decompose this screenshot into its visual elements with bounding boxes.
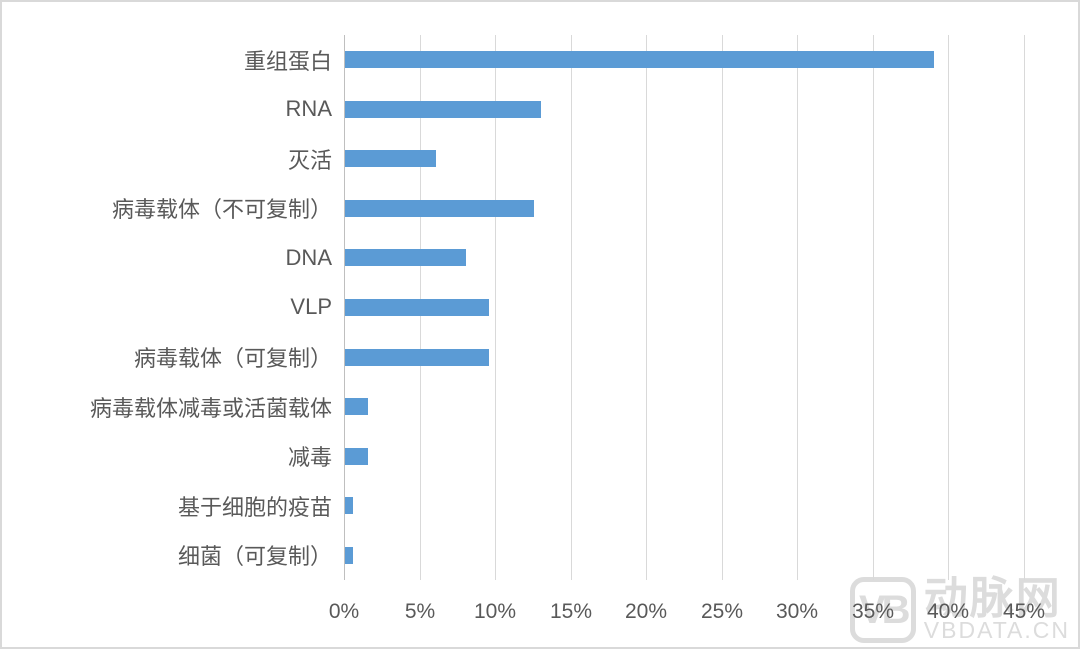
gridline	[1024, 35, 1025, 580]
category-label: 减毒	[287, 445, 332, 471]
vbdata-logo-icon: VB	[849, 577, 916, 643]
gridline	[571, 35, 572, 580]
x-tick-label: 15%	[549, 600, 593, 623]
gridline	[873, 35, 874, 580]
y-axis-line	[344, 35, 345, 580]
x-tick-label: 0%	[328, 600, 360, 623]
category-label: DNA	[285, 244, 332, 270]
bar	[345, 51, 934, 68]
x-tick-label: 5%	[404, 600, 436, 623]
watermark-url: VBDATA.CN	[923, 617, 1070, 643]
bar	[345, 547, 353, 564]
watermark: VB 动脉网 VBDATA.CN	[849, 577, 1070, 643]
x-tick-label: 30%	[775, 600, 819, 623]
x-tick-label: 25%	[700, 600, 744, 623]
gridline	[797, 35, 798, 580]
gridline	[646, 35, 647, 580]
bar	[345, 101, 541, 118]
gridline	[948, 35, 949, 580]
bar	[345, 349, 489, 366]
category-label: RNA	[285, 96, 332, 122]
bar	[345, 448, 368, 465]
watermark-text: 动脉网 VBDATA.CN	[924, 577, 1070, 642]
category-label: 细菌（可复制）	[177, 544, 332, 570]
category-label: 重组蛋白	[243, 48, 332, 74]
x-tick-label: 20%	[624, 600, 668, 623]
bar	[345, 249, 466, 266]
bar	[345, 150, 436, 167]
category-label: 基于细胞的疫苗	[177, 494, 332, 520]
x-tick-label: 35%	[851, 600, 895, 623]
category-label: 灭活	[287, 147, 332, 173]
x-tick-label: 10%	[473, 600, 517, 623]
bar	[345, 200, 534, 217]
watermark-brand: 动脉网	[923, 574, 1062, 623]
category-label: VLP	[290, 294, 332, 320]
bar	[345, 497, 353, 514]
gridline	[495, 35, 496, 580]
category-label: 病毒载体（可复制）	[133, 346, 332, 372]
category-label: 病毒载体减毒或活菌载体	[89, 395, 332, 421]
x-tick-label: 45%	[1002, 600, 1046, 623]
bar	[345, 398, 368, 415]
category-label: 病毒载体（不可复制）	[111, 197, 332, 223]
x-tick-label: 40%	[926, 600, 970, 623]
bar	[345, 299, 489, 316]
gridline	[722, 35, 723, 580]
